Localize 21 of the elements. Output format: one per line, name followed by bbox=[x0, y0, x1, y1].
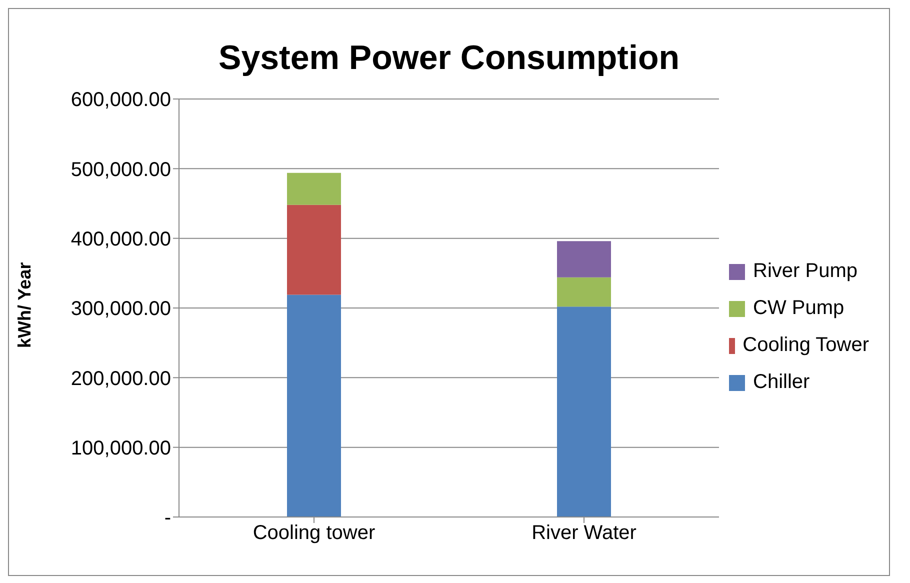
bar bbox=[287, 172, 341, 205]
bar bbox=[557, 241, 611, 278]
x-tick-label: River Water bbox=[532, 522, 637, 544]
y-tick-label: 300,000.00 bbox=[70, 298, 171, 320]
legend-label: Cooling Tower bbox=[742, 334, 869, 357]
y-axis-title: kWh/ Year bbox=[14, 262, 34, 348]
x-tick-label: Cooling tower bbox=[252, 522, 376, 544]
legend-label: River Pump bbox=[753, 260, 858, 283]
y-tick-label: 500,000.00 bbox=[70, 158, 171, 181]
chart-title: System Power Consumption bbox=[218, 39, 680, 79]
y-tick-label: - bbox=[164, 507, 171, 530]
legend-label: Chiller bbox=[753, 371, 810, 394]
legend-label: CW Pump bbox=[753, 297, 844, 320]
bar bbox=[287, 204, 341, 295]
y-tick-label: 100,000.00 bbox=[70, 437, 171, 460]
y-tick-label: 200,000.00 bbox=[70, 368, 171, 390]
bar bbox=[557, 277, 611, 307]
bar bbox=[287, 294, 341, 517]
bar bbox=[557, 306, 611, 517]
y-tick-label: 400,000.00 bbox=[70, 228, 171, 250]
y-tick-label: 600,000.00 bbox=[70, 89, 171, 112]
